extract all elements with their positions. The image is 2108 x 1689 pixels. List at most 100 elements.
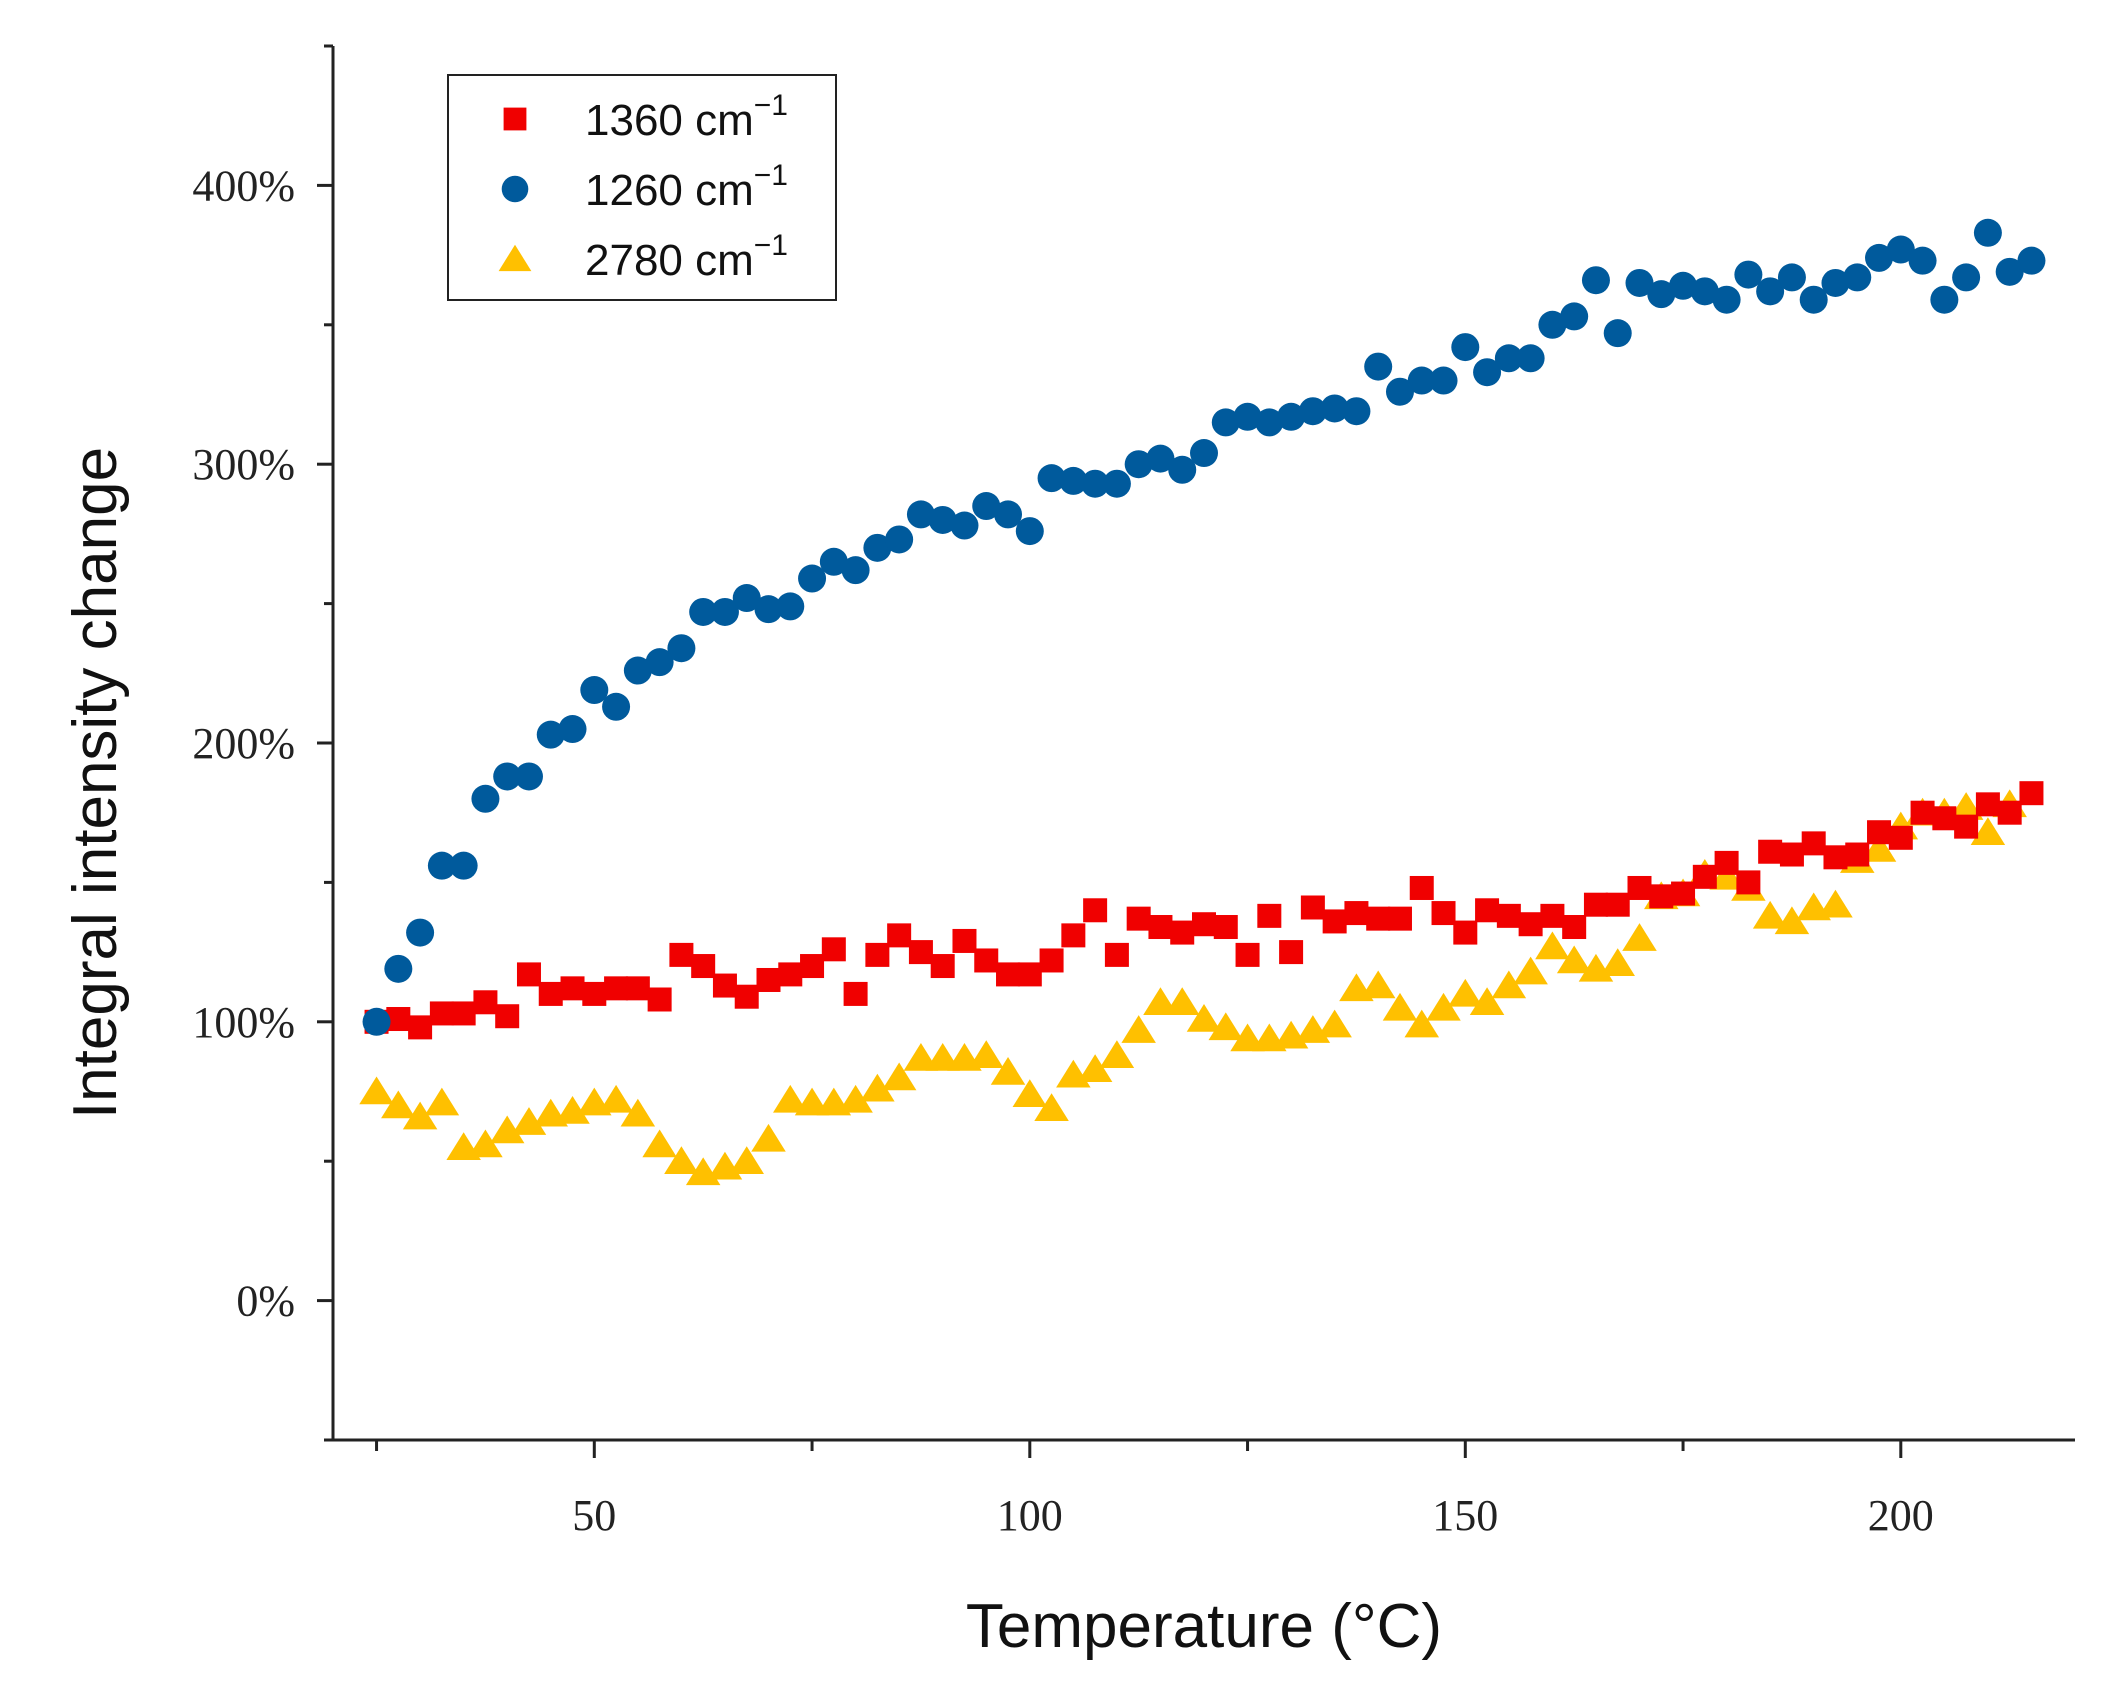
data-point-circle xyxy=(536,720,565,749)
x-tick-label: 200 xyxy=(1868,1491,1934,1540)
data-point-square xyxy=(1888,825,1913,850)
data-point-square xyxy=(1845,842,1870,867)
data-point-triangle xyxy=(751,1123,786,1152)
data-point-square xyxy=(821,937,846,962)
data-point-circle xyxy=(841,556,870,585)
data-point-square xyxy=(1605,892,1630,917)
data-point-circle xyxy=(1799,285,1828,314)
data-point-triangle xyxy=(1186,1004,1222,1032)
data-point-triangle xyxy=(1448,978,1483,1007)
data-point-square xyxy=(1409,875,1434,900)
data-point-triangle xyxy=(359,1076,394,1105)
data-point-square xyxy=(1779,842,1804,867)
legend-marker-circle xyxy=(501,175,529,203)
data-point-circle xyxy=(1930,285,1959,314)
legend-marker-square xyxy=(503,107,527,131)
data-point-square xyxy=(582,981,607,1006)
data-point-triangle xyxy=(1861,833,1897,862)
data-points xyxy=(359,218,2046,1186)
data-point-circle xyxy=(1756,277,1785,306)
data-point-square xyxy=(1192,912,1216,937)
data-point-circle xyxy=(1320,394,1349,423)
data-point-circle xyxy=(602,692,631,721)
x-tick-label: 50 xyxy=(572,1491,616,1540)
data-point-circle xyxy=(885,525,914,554)
data-point-circle xyxy=(667,634,696,663)
data-point-circle xyxy=(1364,352,1393,381)
data-point-triangle xyxy=(642,1129,677,1158)
data-point-circle xyxy=(1712,285,1741,314)
data-point-square xyxy=(865,942,890,967)
data-point-triangle xyxy=(1317,1009,1352,1038)
data-point-square xyxy=(952,928,977,953)
data-point-triangle xyxy=(664,1146,699,1174)
data-point-circle xyxy=(1081,469,1110,498)
data-point-square xyxy=(908,940,933,965)
data-point-circle xyxy=(1102,469,1131,498)
data-point-triangle xyxy=(1752,900,1788,929)
y-axis-title: Integral intensity change xyxy=(61,447,130,1119)
data-point-triangle xyxy=(1622,923,1657,951)
data-point-square xyxy=(1453,920,1478,945)
series-triangle xyxy=(359,789,2027,1186)
data-point-square xyxy=(1758,839,1783,864)
y-tick-label: 0% xyxy=(236,1277,295,1326)
data-point-circle xyxy=(1908,246,1937,275)
y-tick-label: 200% xyxy=(192,719,295,768)
data-point-triangle xyxy=(773,1084,808,1113)
legend-label-superscript: −1 xyxy=(754,89,788,122)
data-point-triangle xyxy=(1970,817,2006,845)
y-tick-label: 400% xyxy=(192,161,295,210)
data-point-triangle xyxy=(990,1056,1026,1085)
data-point-square xyxy=(1954,814,1979,839)
data-point-circle xyxy=(1843,263,1872,292)
data-point-square xyxy=(1213,915,1238,940)
y-tick-label: 300% xyxy=(192,440,295,489)
data-point-circle xyxy=(1168,455,1197,484)
tick-labels: 0% 100% 200% 300% 400% 50 100 150 200 xyxy=(192,161,1933,1540)
data-point-circle xyxy=(427,851,456,880)
data-point-square xyxy=(1431,901,1456,926)
data-point-square xyxy=(1975,792,2000,817)
data-point-circle xyxy=(362,1007,391,1036)
data-point-square xyxy=(1104,942,1129,967)
data-point-triangle xyxy=(1818,889,1853,918)
series-circle xyxy=(362,218,2046,1036)
data-point-square xyxy=(691,954,716,979)
data-point-triangle xyxy=(598,1084,634,1113)
data-point-square xyxy=(1932,806,1957,831)
data-point-triangle xyxy=(729,1146,764,1174)
data-point-triangle xyxy=(860,1073,895,1102)
data-point-circle xyxy=(645,648,674,677)
data-point-square xyxy=(408,1015,433,1040)
data-point-circle xyxy=(514,762,543,791)
data-point-square xyxy=(1671,881,1696,906)
data-point-square xyxy=(1496,903,1521,928)
data-point-square xyxy=(1322,909,1347,934)
data-point-triangle xyxy=(1600,948,1635,977)
data-point-square xyxy=(1170,920,1195,945)
data-point-circle xyxy=(1233,402,1262,431)
data-point-square xyxy=(1366,906,1391,931)
data-point-circle xyxy=(1146,444,1175,473)
data-point-circle xyxy=(1494,344,1523,373)
data-point-square xyxy=(756,967,781,992)
data-point-triangle xyxy=(1230,1023,1265,1052)
data-point-circle xyxy=(1059,466,1088,495)
data-point-square xyxy=(1387,906,1412,931)
data-point-triangle xyxy=(1077,1054,1113,1082)
data-point-triangle xyxy=(1535,931,1570,960)
data-point-square xyxy=(429,1001,454,1026)
data-point-circle xyxy=(1124,450,1153,479)
data-point-square xyxy=(516,962,541,987)
data-point-square xyxy=(1344,901,1369,926)
data-point-triangle xyxy=(1143,987,1178,1016)
data-point-square xyxy=(778,962,803,987)
data-point-square xyxy=(386,1007,411,1032)
data-point-square xyxy=(996,962,1021,987)
data-point-circle xyxy=(928,505,957,534)
data-point-circle xyxy=(732,584,761,613)
data-point-triangle xyxy=(511,1107,547,1135)
data-point-triangle xyxy=(1034,1093,1069,1121)
